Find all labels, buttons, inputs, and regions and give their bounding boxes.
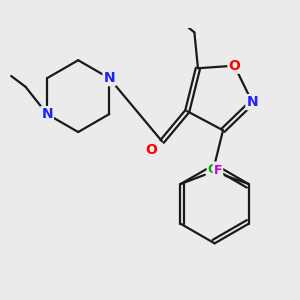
Text: O: O [229,59,240,73]
Text: F: F [214,164,222,177]
Text: O: O [146,143,157,157]
Text: N: N [103,71,115,85]
Text: Cl: Cl [208,163,221,176]
Text: N: N [246,95,258,109]
Text: N: N [41,107,53,121]
